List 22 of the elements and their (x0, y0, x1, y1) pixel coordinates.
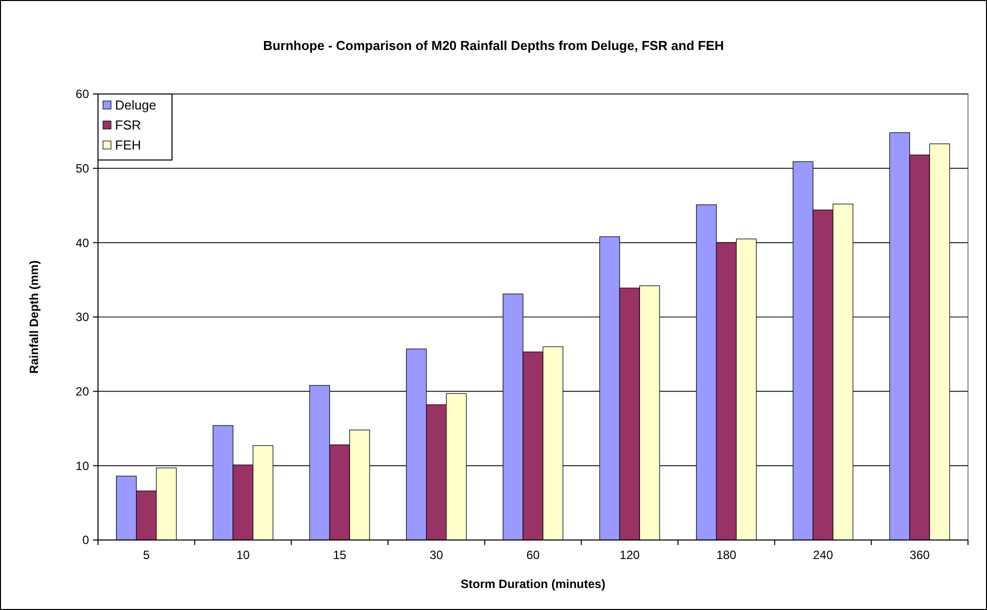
x-tick-label: 180 (716, 548, 737, 562)
y-tick-label: 30 (76, 310, 90, 324)
x-tick-label: 10 (236, 548, 250, 562)
y-tick-label: 0 (82, 533, 90, 548)
x-tick-label: 5 (142, 548, 150, 562)
x-tick-label: 120 (620, 548, 640, 562)
y-tick-label: 60 (76, 87, 90, 102)
x-axis-title: Storm Duration (minutes) (460, 577, 606, 591)
legend-label: FEH (115, 138, 141, 153)
x-tick-label: 240 (812, 548, 834, 562)
y-tick-label: 50 (76, 162, 90, 176)
x-tick-label: 360 (910, 548, 930, 562)
x-tick-label: 15 (332, 548, 347, 562)
x-tick-label: 60 (526, 548, 540, 562)
legend-label: Deluge (115, 98, 156, 113)
legend-label: FSR (115, 118, 141, 133)
x-tick-label: 30 (430, 548, 444, 562)
y-tick-label: 10 (76, 458, 90, 473)
y-tick-label: 20 (76, 384, 90, 399)
chart-title: Burnhope - Comparison of M20 Rainfall Depths from Deluge, FSR and FEH (263, 38, 724, 53)
y-axis-title: Rainfall Depth (mm) (27, 260, 41, 374)
y-tick-label: 40 (76, 236, 90, 250)
